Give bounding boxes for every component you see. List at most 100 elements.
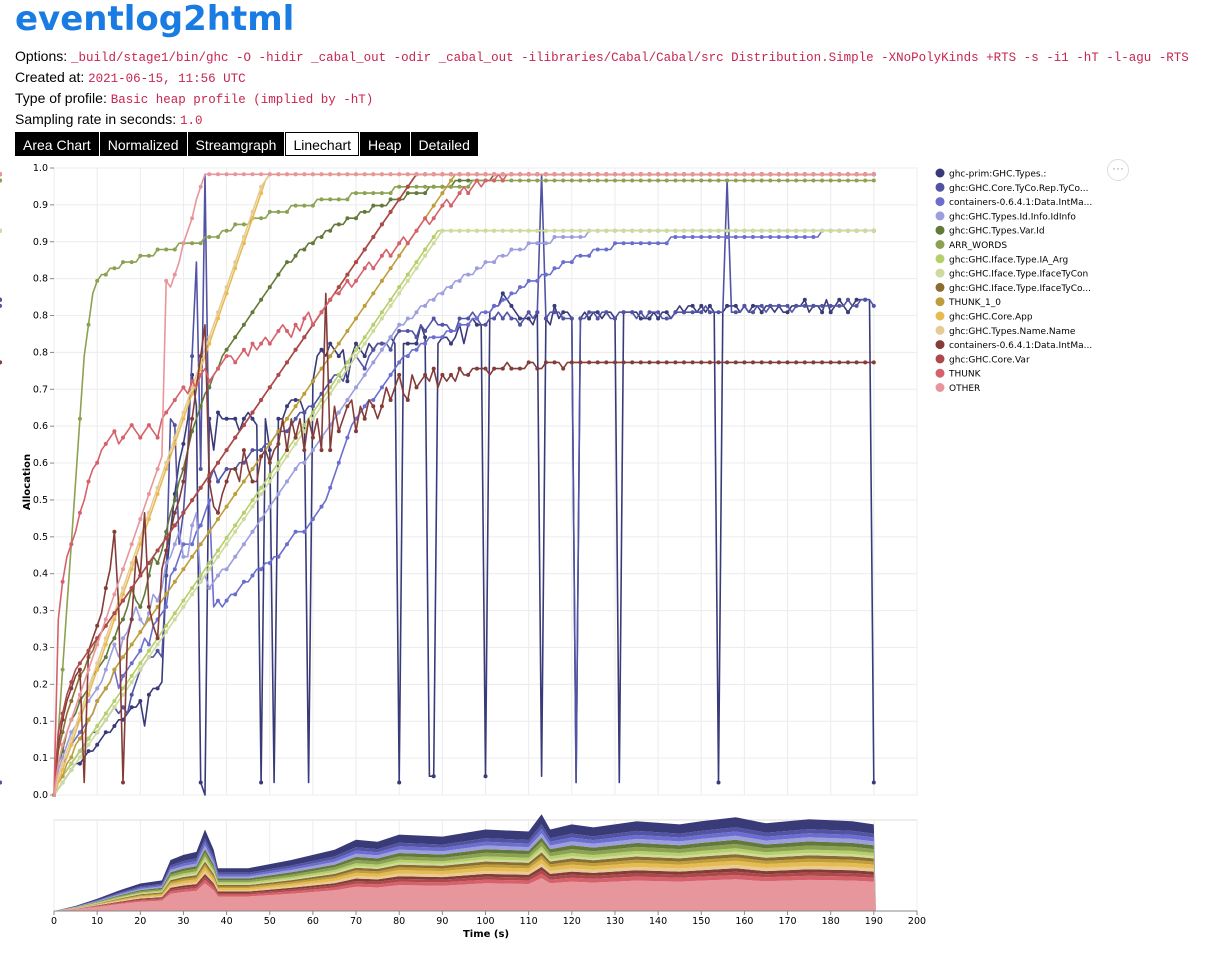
data-point [379, 347, 384, 352]
data-point [483, 774, 488, 779]
data-point [138, 661, 143, 666]
tab-linechart[interactable]: Linechart [285, 132, 360, 156]
tab-area-chart[interactable]: Area Chart [15, 132, 99, 156]
data-point [77, 755, 82, 760]
data-point [854, 172, 859, 177]
tab-streamgraph[interactable]: Streamgraph [187, 132, 285, 156]
data-point [336, 354, 341, 359]
data-point [820, 178, 825, 183]
data-point [224, 535, 229, 540]
data-point [379, 385, 384, 390]
data-point [0, 228, 2, 233]
overview-layer-6 [54, 859, 876, 911]
data-point [103, 686, 108, 691]
data-point [871, 228, 876, 233]
data-point [241, 510, 246, 515]
data-point [621, 228, 626, 233]
data-point [172, 423, 177, 428]
data-point [112, 705, 117, 710]
data-point [302, 429, 307, 434]
data-point [181, 567, 186, 572]
data-point [103, 636, 108, 641]
data-point [95, 699, 100, 703]
data-point [518, 228, 522, 233]
legend-label: ghc:GHC.Iface.Type.IfaceTyCon [949, 270, 1088, 280]
y-tick-label: 0.9 [33, 237, 48, 248]
data-point [319, 366, 324, 371]
more-options-icon[interactable]: ··· [1107, 159, 1129, 181]
data-point [121, 636, 125, 641]
data-point [95, 278, 100, 283]
data-point [405, 316, 410, 321]
data-point [354, 260, 358, 265]
data-point [319, 504, 324, 509]
legend-item: ghc:GHC.Iface.Type.IfaceTyCo... [935, 282, 1091, 294]
y-tick-label: 0.1 [33, 753, 48, 764]
data-point [733, 303, 738, 308]
data-point [276, 272, 281, 277]
data-point [682, 178, 686, 183]
data-point [345, 398, 350, 402]
data-point [846, 228, 850, 233]
data-point [112, 429, 117, 434]
data-point [638, 228, 643, 233]
tab-normalized[interactable]: Normalized [99, 132, 187, 156]
data-point [267, 441, 272, 446]
data-point [302, 529, 307, 534]
legend-label: ghc:GHC.Iface.Type.IA_Arg [949, 255, 1068, 265]
data-point [190, 542, 195, 547]
data-point [112, 699, 117, 703]
data-point [0, 178, 2, 183]
data-point [267, 473, 272, 478]
data-point [328, 197, 333, 202]
data-point [776, 303, 781, 308]
data-point [241, 448, 246, 453]
data-point [259, 780, 264, 785]
heap-linechart: 0.0 0.1 0.1 0.2 0.3 0.3 0.4 0.5 0.5 0.6 0.6 0.7 0.8 0… [0, 163, 1092, 940]
data-point [216, 460, 220, 465]
legend-item: ghc:GHC.Core.Var [935, 354, 1030, 365]
data-point [354, 354, 358, 359]
data-point [543, 272, 548, 277]
data-point [543, 241, 548, 246]
data-point [146, 604, 151, 609]
data-point [207, 561, 212, 565]
data-point [146, 617, 151, 622]
data-point [483, 172, 488, 177]
data-point [621, 241, 626, 246]
data-point [699, 178, 704, 183]
data-point [863, 172, 868, 177]
data-point [302, 423, 307, 428]
tab-detailed[interactable]: Detailed [410, 132, 478, 156]
data-point [379, 222, 384, 227]
data-point [379, 278, 384, 283]
data-point [630, 178, 635, 183]
data-point [69, 761, 74, 766]
data-point [776, 360, 781, 365]
tab-heap[interactable]: Heap [360, 132, 410, 156]
legend-label: THUNK [948, 370, 982, 380]
data-point [60, 579, 65, 584]
data-point [431, 316, 436, 321]
data-point [630, 360, 635, 365]
data-point [405, 354, 410, 359]
legend-label: ghc:GHC.Types.Id.Info.IdInfo [949, 212, 1076, 222]
data-point [742, 228, 747, 233]
data-point [794, 178, 799, 183]
data-point [276, 492, 281, 496]
data-point [259, 492, 264, 496]
data-point [285, 479, 289, 484]
data-point [707, 310, 712, 315]
data-point [112, 724, 117, 728]
data-point [431, 184, 436, 189]
data-point [716, 360, 721, 365]
data-point [613, 241, 617, 246]
data-point [664, 241, 669, 246]
data-point [630, 172, 635, 177]
data-point [138, 699, 143, 703]
data-point [535, 172, 540, 177]
data-point [233, 360, 238, 365]
data-point [405, 272, 410, 277]
data-point [397, 197, 402, 202]
legend-label: ghc:GHC.Types.Name.Name [949, 327, 1076, 337]
